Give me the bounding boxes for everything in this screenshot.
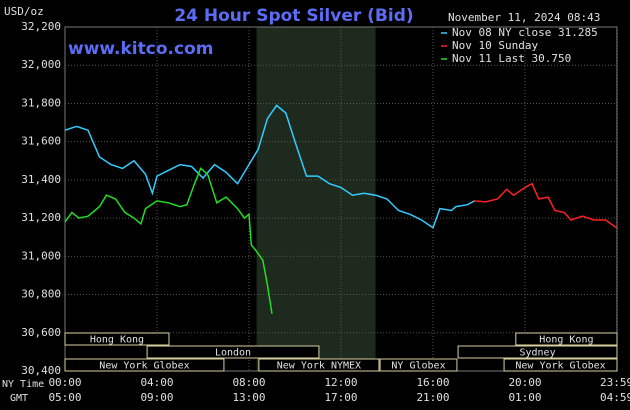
session-label: New York NYMEX — [277, 361, 361, 372]
y-tick-label: 30,600 — [21, 326, 61, 339]
x-tick-label: 00:00 — [48, 376, 81, 389]
session-label: Hong Kong — [539, 335, 593, 346]
x-row-label: NY Time — [2, 379, 44, 390]
session-label: Hong Kong — [90, 335, 144, 346]
x-tick-label: 23:59 — [600, 376, 630, 389]
chart-title: 24 Hour Spot Silver (Bid) — [174, 6, 413, 26]
y-tick-label: 30,400 — [21, 364, 61, 377]
x-tick-label-gmt: 04:59 — [600, 391, 630, 404]
x-tick-label: 04:00 — [140, 376, 173, 389]
x-tick-label-gmt: 01:00 — [508, 391, 541, 404]
session-label: Sydney — [519, 348, 555, 359]
session-label: New York Globex — [515, 361, 605, 372]
x-tick-label-gmt: 21:00 — [416, 391, 449, 404]
x-tick-label: 12:00 — [324, 376, 357, 389]
session-label: London — [215, 348, 251, 359]
session-box — [379, 358, 458, 372]
session-box — [258, 358, 380, 372]
unit-label: USD/oz — [4, 5, 44, 18]
x-tick-label: 20:00 — [508, 376, 541, 389]
x-tick-label-gmt: 09:00 — [140, 391, 173, 404]
y-tick-label: 32,000 — [21, 58, 61, 71]
session-label: NY Globex — [391, 361, 445, 372]
y-tick-label: 31,200 — [21, 211, 61, 224]
legend-label: Nov 10 Sunday — [452, 39, 538, 52]
legend-label: Nov 08 NY close 31.285 — [452, 26, 598, 39]
y-tick-label: 31,800 — [21, 96, 61, 109]
session-box — [64, 358, 225, 372]
series-line — [474, 182, 617, 229]
x-row-label: GMT — [10, 393, 28, 404]
session-box — [503, 358, 618, 372]
session-box — [146, 345, 320, 359]
y-tick-label: 32,200 — [21, 20, 61, 33]
session-box — [515, 332, 618, 346]
y-tick-label: 31,400 — [21, 173, 61, 186]
session-box — [64, 332, 170, 346]
session-box — [457, 345, 618, 359]
x-tick-label-gmt: 13:00 — [232, 391, 265, 404]
session-label: New York Globex — [99, 361, 189, 372]
y-tick-label: 31,000 — [21, 249, 61, 262]
y-tick-label: 30,800 — [21, 288, 61, 301]
y-tick-label: 31,600 — [21, 135, 61, 148]
shaded-range — [256, 27, 376, 371]
x-tick-label-gmt: 17:00 — [324, 391, 357, 404]
timestamp: November 11, 2024 08:43 — [448, 11, 600, 24]
series-line — [64, 167, 273, 314]
website: www.kitco.com — [68, 39, 213, 59]
legend-label: Nov 11 Last 30.750 — [452, 52, 571, 65]
x-tick-label: 08:00 — [232, 376, 265, 389]
series-line — [64, 104, 475, 229]
x-tick-label-gmt: 05:00 — [48, 391, 81, 404]
x-tick-label: 16:00 — [416, 376, 449, 389]
